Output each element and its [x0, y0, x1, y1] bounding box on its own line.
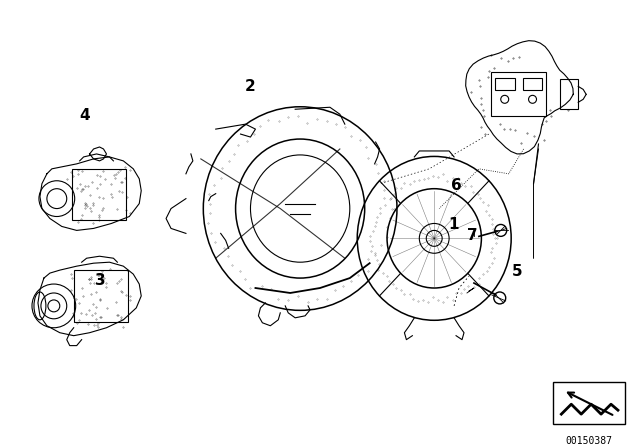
Text: 5: 5 [512, 264, 522, 279]
Bar [72, 169, 126, 220]
Bar [561, 79, 578, 109]
Text: 00150387: 00150387 [566, 436, 612, 446]
Text: 6: 6 [451, 178, 462, 194]
Bar [495, 78, 515, 90]
Text: 3: 3 [95, 273, 106, 288]
Bar [523, 78, 543, 90]
Text: 7: 7 [467, 228, 478, 243]
Bar [491, 73, 547, 116]
Text: 4: 4 [79, 108, 90, 123]
Text: 2: 2 [244, 79, 255, 94]
Bar [74, 270, 129, 322]
Bar [554, 382, 625, 424]
Text: 1: 1 [448, 217, 459, 232]
